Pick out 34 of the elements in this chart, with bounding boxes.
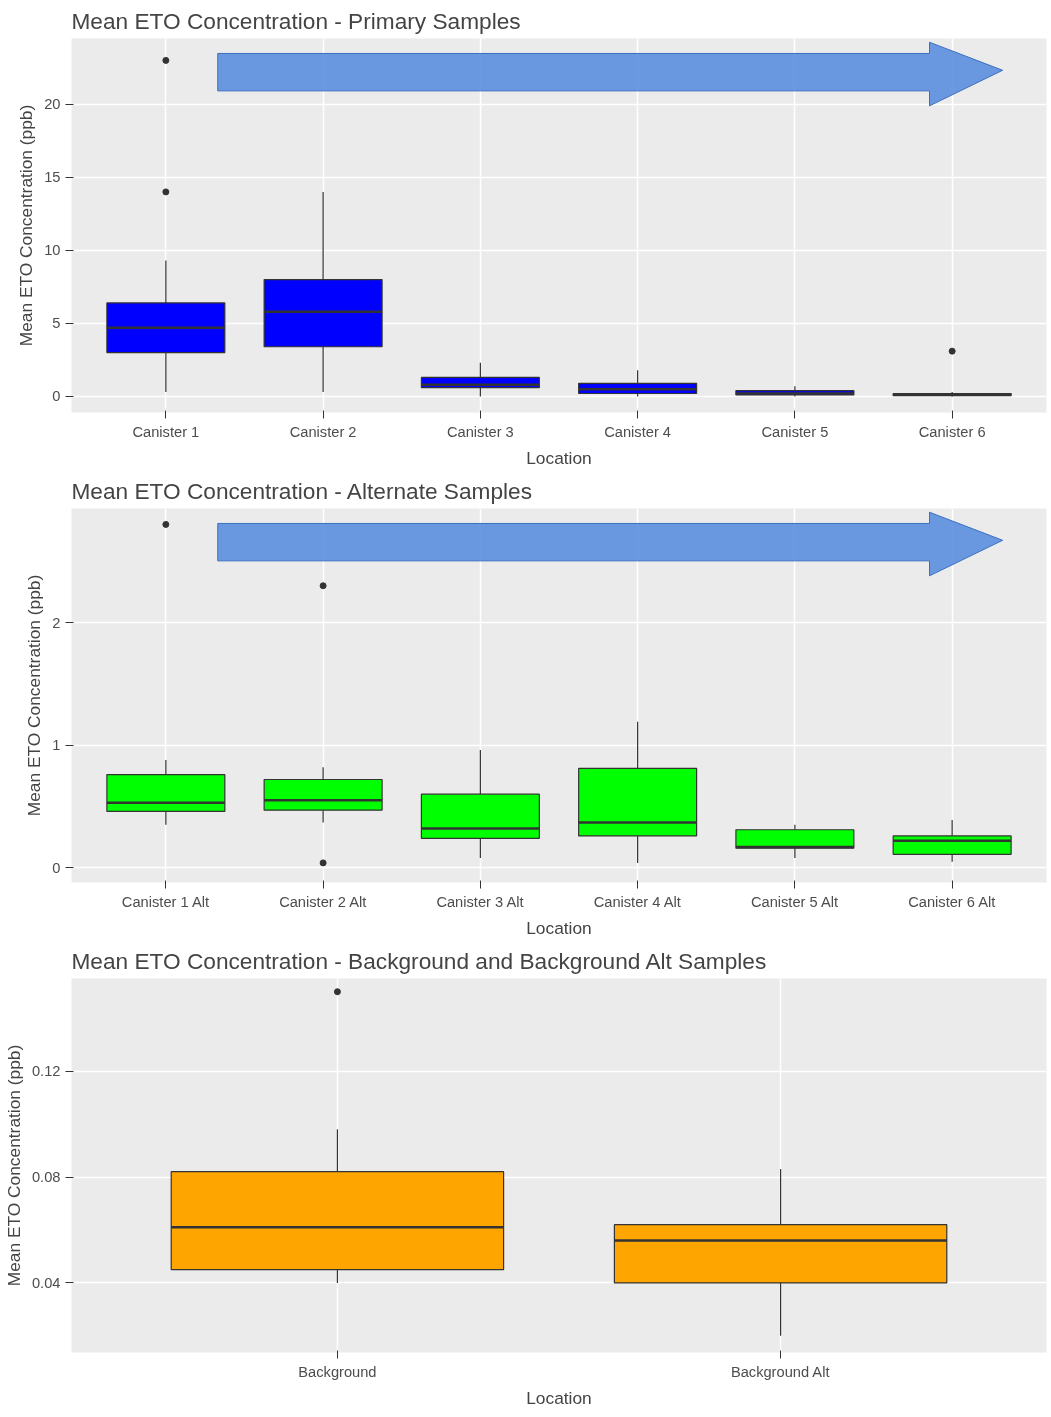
x-tick-label: Canister 6 Alt bbox=[908, 893, 996, 910]
y-tick-label: 10 bbox=[44, 242, 61, 259]
chart-title: Mean ETO Concentration - Primary Samples bbox=[71, 7, 521, 34]
y-tick-label: 0 bbox=[52, 859, 61, 876]
y-tick-label: 0 bbox=[52, 388, 61, 405]
x-tick-label: Canister 2 Alt bbox=[279, 893, 367, 910]
y-axis-title: Mean ETO Concentration (ppb) bbox=[24, 574, 45, 817]
x-tick-label: Canister 5 bbox=[761, 423, 829, 440]
x-tick-label: Canister 6 bbox=[918, 423, 986, 440]
y-axis-title: Mean ETO Concentration (ppb) bbox=[16, 104, 37, 347]
chart-title: Mean ETO Concentration - Alternate Samples bbox=[71, 477, 532, 504]
y-tick-label: 5 bbox=[52, 315, 61, 332]
x-tick-label: Canister 2 bbox=[289, 423, 357, 440]
x-tick-label: Canister 1 bbox=[132, 423, 200, 440]
x-axis-title: Location bbox=[526, 1387, 592, 1408]
y-axis-title: Mean ETO Concentration (ppb) bbox=[3, 1044, 24, 1287]
x-tick-label: Canister 1 Alt bbox=[121, 893, 210, 910]
y-tick-label: 0.12 bbox=[31, 1063, 61, 1080]
x-tick-label: Canister 3 Alt bbox=[436, 893, 524, 910]
y-tick-label: 15 bbox=[44, 169, 61, 186]
x-tick-label: Background Alt bbox=[730, 1363, 830, 1380]
chart-title: Mean ETO Concentration - Background and Background Alt Samples bbox=[71, 947, 767, 974]
y-tick-label: 2 bbox=[52, 614, 61, 631]
x-tick-label: Canister 4 bbox=[604, 423, 672, 440]
y-tick-label: 20 bbox=[44, 96, 61, 113]
y-tick-label: 1 bbox=[52, 737, 61, 754]
y-tick-label: 0.04 bbox=[31, 1274, 61, 1291]
x-axis-title: Location bbox=[526, 447, 592, 468]
x-tick-label: Canister 3 bbox=[446, 423, 514, 440]
x-tick-label: Background bbox=[298, 1363, 377, 1380]
x-tick-label: Canister 4 Alt bbox=[593, 893, 681, 910]
y-tick-label: 0.08 bbox=[31, 1169, 61, 1186]
x-axis-title: Location bbox=[526, 917, 592, 938]
x-tick-label: Canister 5 Alt bbox=[750, 893, 839, 910]
